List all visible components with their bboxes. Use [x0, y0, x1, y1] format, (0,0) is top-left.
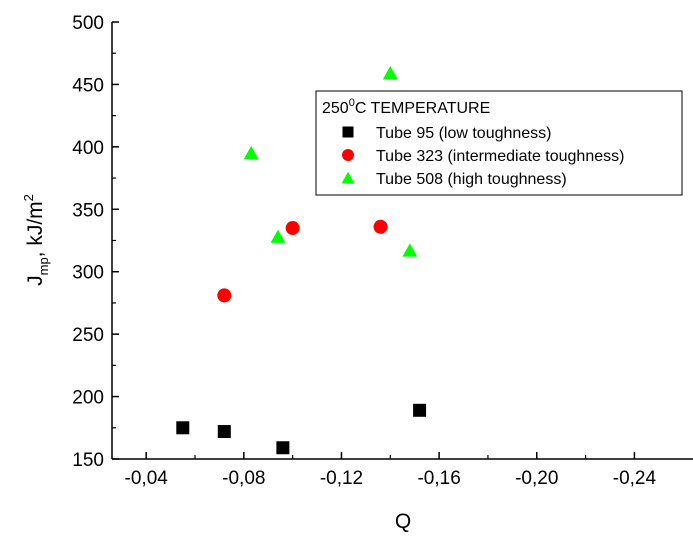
- y-tick-label: 300: [72, 263, 104, 284]
- x-tick-label: -0,12: [320, 468, 363, 489]
- data-point-square: [413, 403, 427, 417]
- points-layer: [176, 66, 427, 455]
- legend-title-suffix: C TEMPERATURE: [355, 100, 490, 117]
- data-point-square: [276, 441, 290, 455]
- y-tick-label: 500: [72, 13, 104, 34]
- data-point-circle: [373, 219, 388, 234]
- x-tick-label: -0,20: [515, 468, 558, 489]
- legend-title-prefix: 250: [322, 100, 349, 117]
- y-tick-label: 250: [72, 325, 104, 346]
- x-axis-title: Q: [395, 510, 411, 533]
- data-point-circle: [217, 288, 232, 303]
- y-axis-title-unit: , kJ/m: [24, 201, 47, 257]
- y-axis-title: Jmp, kJ/m2: [21, 194, 51, 286]
- legend: 2500C TEMPERATURE Tube 95 (low toughness…: [315, 90, 683, 196]
- legend-title: 2500C TEMPERATURE: [322, 97, 490, 117]
- y-tick-label: 200: [72, 388, 104, 409]
- data-point-triangle: [382, 66, 398, 80]
- y-tick-label: 350: [72, 200, 104, 221]
- y-axis-title-superscript: 2: [21, 194, 36, 201]
- y-tick-label: 400: [72, 138, 104, 159]
- data-point-triangle: [402, 243, 418, 257]
- x-tick-label: -0,08: [222, 468, 265, 489]
- y-axis-title-subscript: mp: [36, 257, 51, 275]
- legend-label: Tube 95 (low toughness): [376, 125, 552, 142]
- data-point-circle: [285, 221, 300, 236]
- legend-entries: Tube 95 (low toughness) Tube 323 (interme…: [341, 125, 624, 188]
- ticks-layer: 150 200 250 300 350 400 450 500 -0,04 -0,08 -0,12 -…: [72, 13, 656, 489]
- y-tick-label: 450: [72, 75, 104, 96]
- legend-label: Tube 323 (intermediate toughness): [376, 148, 624, 165]
- legend-box: [315, 90, 683, 196]
- legend-label: Tube 508 (high toughness): [376, 171, 567, 188]
- y-tick-label: 150: [72, 450, 104, 471]
- data-point-triangle: [270, 229, 286, 243]
- legend-marker-square: [342, 126, 354, 138]
- legend-marker-circle: [342, 149, 354, 161]
- x-tick-label: -0,24: [613, 468, 657, 489]
- data-point-triangle: [243, 145, 259, 160]
- data-point-square: [217, 425, 231, 439]
- y-axis-title-base: J: [24, 275, 47, 286]
- legend-marker-triangle: [341, 171, 355, 184]
- x-tick-label: -0,04: [125, 468, 169, 489]
- data-point-square: [176, 421, 190, 435]
- legend-title-superscript: 0: [349, 97, 355, 109]
- x-tick-label: -0,16: [417, 468, 460, 489]
